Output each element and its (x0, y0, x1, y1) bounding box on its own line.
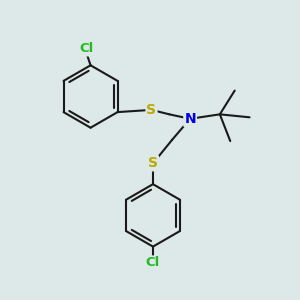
Text: N: N (184, 112, 196, 126)
Text: S: S (146, 103, 157, 117)
Text: Cl: Cl (79, 42, 93, 56)
Text: Cl: Cl (146, 256, 160, 269)
Text: S: S (148, 156, 158, 170)
